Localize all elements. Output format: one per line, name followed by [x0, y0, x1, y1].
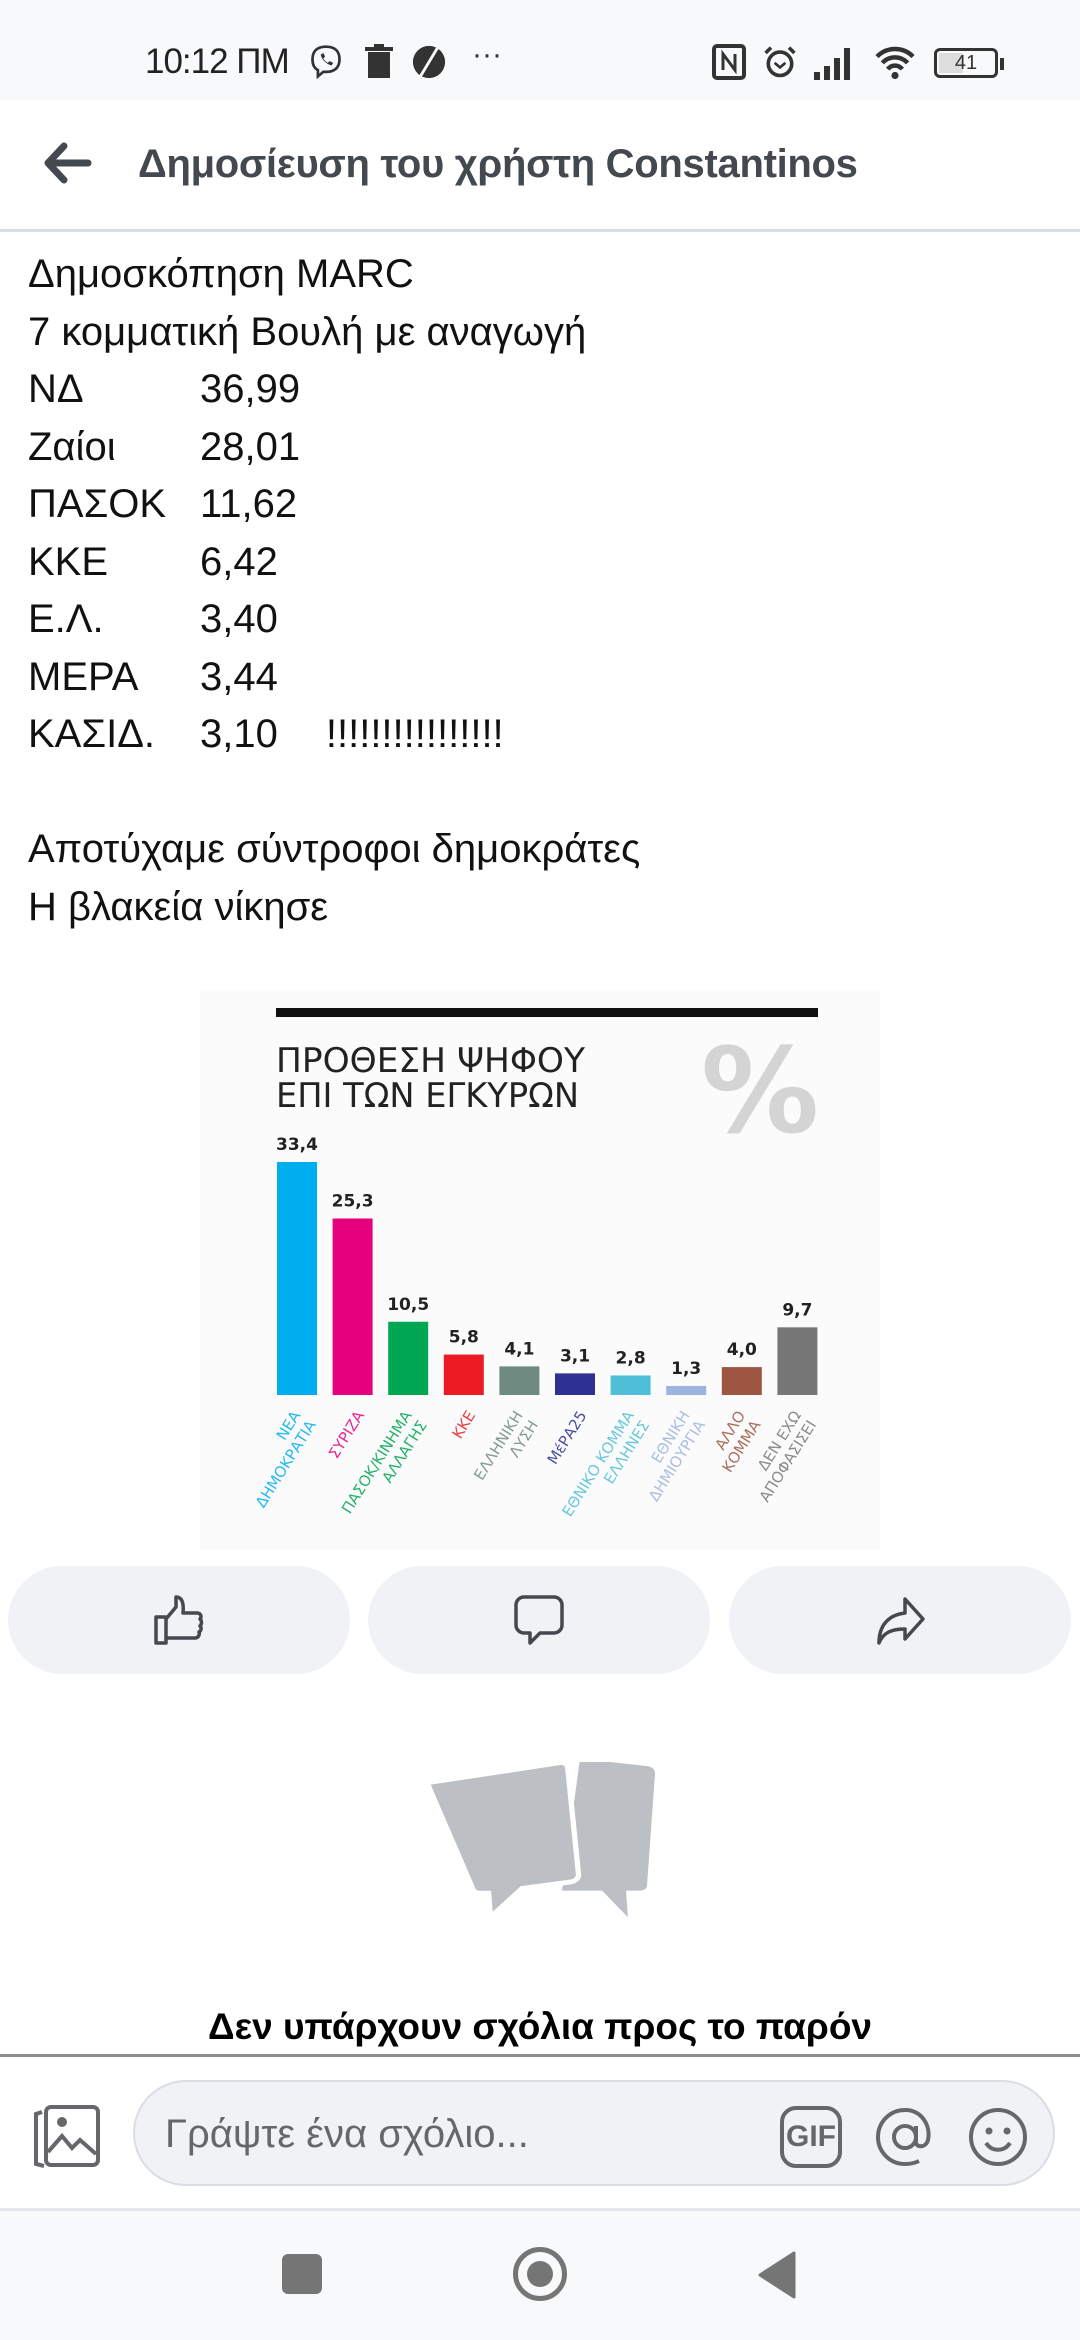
no-comments-text: Δεν υπάρχουν σχόλια προς το παρόν: [207, 2006, 872, 2047]
exclamations: !!!!!!!!!!!!!!!!: [325, 712, 504, 756]
bar-value-label: 25,3: [332, 1192, 374, 1212]
post-line: 7 κομματική Βουλή με αναγωγή: [28, 309, 587, 354]
result-row: ΠΑΣΟΚ 11,62: [28, 476, 640, 534]
battery-level: 41: [954, 52, 978, 74]
bar-value-label: 9,7: [782, 1300, 812, 1320]
app-icon: [412, 45, 446, 79]
category-label-line: ΜέΡΑ25: [544, 1408, 591, 1468]
comment-button[interactable]: [368, 1566, 710, 1674]
percent-mark: %: [701, 1022, 819, 1160]
category-label: ΚΚΕ: [448, 1408, 479, 1442]
bar-value-label: 10,5: [387, 1295, 429, 1315]
category-label-line: ΚΚΕ: [448, 1408, 479, 1442]
bar: [332, 1218, 373, 1395]
wifi-icon: [875, 46, 915, 80]
result-row: ΚΚΕ 6,42: [28, 534, 640, 592]
viber-icon: [311, 45, 341, 80]
result-row: ΜΕΡΑ 3,44: [28, 649, 640, 707]
party-value: 11,62: [200, 482, 298, 526]
bar-value-label: 4,1: [504, 1339, 534, 1359]
bar-value-label: 3,1: [560, 1346, 590, 1366]
share-button[interactable]: [729, 1566, 1071, 1674]
party-name: ΚΑΣΙΔ.: [28, 712, 156, 756]
chart-title-line2: ΕΠΙ ΤΩΝ ΕΓΚΥΡΩΝ: [276, 1076, 579, 1116]
status-bar: 10:12 ΠΜ ··· 41: [0, 0, 1080, 100]
back-nav-button[interactable]: [756, 2251, 796, 2299]
party-name: Ζαίοι: [28, 424, 116, 469]
share-icon: [877, 1597, 925, 1645]
bar: [443, 1354, 484, 1395]
post-line: Αποτύχαμε σύντροφοι δημοκράτες: [28, 827, 641, 871]
bar: [610, 1375, 651, 1395]
bar: [555, 1373, 595, 1395]
comment-icon: [514, 1595, 564, 1645]
battery-icon: 41: [934, 48, 1004, 78]
comment-input[interactable]: Γράψτε ένα σχόλιο... GIF: [133, 2080, 1055, 2186]
party-name: ΜΕΡΑ: [28, 654, 139, 699]
mention-icon[interactable]: [874, 2106, 936, 2168]
home-button[interactable]: [513, 2247, 567, 2301]
divider: [0, 2054, 1080, 2057]
party-value: 36,99: [200, 367, 301, 411]
bar: [499, 1366, 540, 1395]
thumbs-up-icon: [154, 1595, 204, 1645]
emoji-icon[interactable]: [967, 2106, 1029, 2168]
recents-button[interactable]: [282, 2254, 322, 2294]
system-nav-bar: [0, 2211, 1080, 2340]
bar: [777, 1327, 818, 1395]
signal-icon: [814, 48, 850, 80]
bar: [277, 1162, 317, 1395]
result-row: ΚΑΣΙΔ. 3,10!!!!!!!!!!!!!!!!: [28, 706, 640, 764]
party-name: Ε.Λ.: [28, 597, 104, 641]
chart-top-rule: [276, 1008, 818, 1017]
party-value: 3,10: [200, 712, 278, 756]
party-value: 6,42: [200, 539, 278, 584]
gif-button[interactable]: GIF: [780, 2106, 842, 2168]
divider: [0, 2208, 1080, 2211]
bar: [721, 1367, 762, 1395]
nfc-icon: [712, 44, 746, 80]
no-comments-illustration-icon: [423, 1762, 655, 1923]
post-line: Η βλακεία νίκησε: [28, 884, 329, 929]
bar-value-label: 4,0: [727, 1340, 757, 1360]
post-text: Δημοσκόπηση MARC 7 κομματική Βουλή με αν…: [28, 246, 640, 936]
top-app-bar: Δημοσίευση του χρήστη Constantinos: [0, 100, 1080, 232]
photo-attach-icon[interactable]: [32, 2104, 102, 2168]
alarm-icon: [764, 46, 796, 78]
post-line: Δημοσκόπηση MARC: [28, 252, 414, 296]
status-time: 10:12 ΠΜ: [145, 42, 290, 81]
result-row: Ζαίοι 28,01: [28, 419, 640, 477]
bar-value-label: 33,4: [276, 1135, 318, 1155]
back-arrow-icon[interactable]: [40, 138, 96, 188]
bar: [388, 1321, 429, 1395]
comment-placeholder: Γράψτε ένα σχόλιο...: [165, 2112, 529, 2156]
party-value: 28,01: [200, 424, 301, 469]
result-row: Ε.Λ. 3,40: [28, 591, 640, 649]
chart-title-line1: ΠΡΟΘΕΣΗ ΨΗΦΟΥ: [276, 1041, 585, 1081]
party-value: 3,44: [200, 654, 278, 699]
poll-chart-image[interactable]: ΠΡΟΘΕΣΗ ΨΗΦΟΥ ΕΠΙ ΤΩΝ ΕΓΚΥΡΩΝ % 33,4 ΝΕΑΔ…: [200, 990, 880, 1550]
bar-value-label: 2,8: [616, 1348, 646, 1368]
category-label-line: ΣΥΡΙΖΑ: [325, 1407, 369, 1462]
trash-icon: [365, 44, 393, 78]
bar-value-label: 5,8: [449, 1328, 479, 1348]
like-button[interactable]: [8, 1566, 350, 1674]
page-title: Δημοσίευση του χρήστη Constantinos: [138, 142, 858, 186]
more-notifications-icon: ···: [472, 38, 502, 71]
party-name: ΝΔ: [28, 367, 84, 411]
party-name: ΠΑΣΟΚ: [28, 482, 167, 526]
result-row: ΝΔ 36,99: [28, 361, 640, 419]
category-label: ΝΕΑΔΗΜΟΚΡΑΤΙΑ: [237, 1407, 321, 1511]
category-label: ΜέΡΑ25: [544, 1408, 591, 1468]
party-value: 3,40: [200, 597, 278, 641]
category-label: ΕΛΛΗΝΙΚΗΛΥΣΗ: [470, 1408, 542, 1493]
bar-value-label: 1,3: [671, 1359, 701, 1379]
category-label: ΣΥΡΙΖΑ: [325, 1407, 369, 1462]
bar: [666, 1385, 707, 1395]
party-name: ΚΚΕ: [28, 539, 109, 584]
